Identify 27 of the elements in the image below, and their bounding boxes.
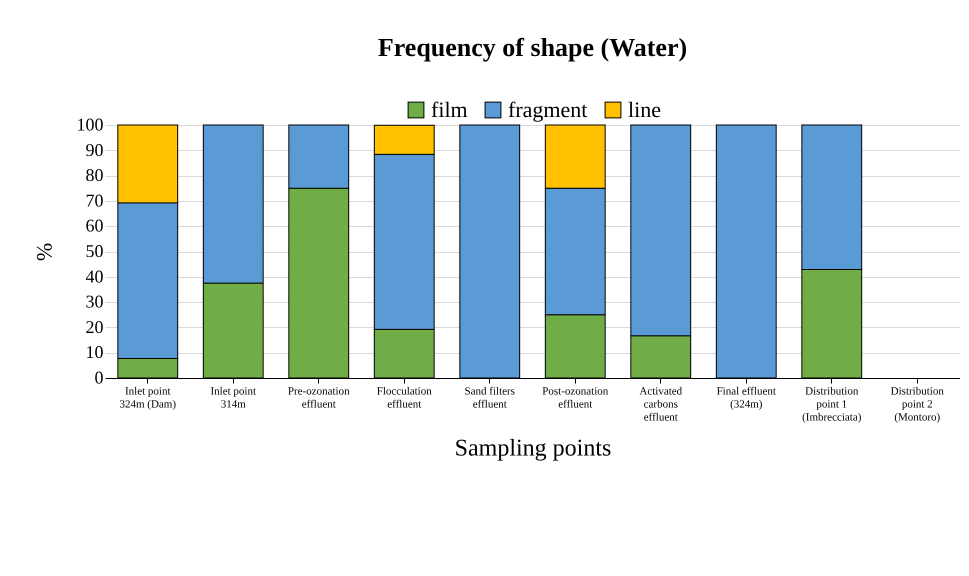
x-tick-label: Inlet point 314m (210, 386, 256, 410)
y-tick-label: 40 (86, 266, 104, 286)
y-tick-label: 90 (86, 140, 104, 160)
chart-title: Frequency of shape (Water) (378, 33, 688, 62)
x-tick-label: Flocculation effluent (376, 386, 432, 410)
x-tick-label: Distribution point 1 (Imbrecciata) (802, 386, 862, 424)
legend-label: fragment (508, 97, 588, 122)
y-tick-label: 0 (94, 368, 104, 388)
y-axis-title: % (32, 242, 56, 262)
x-tick-label: Post-ozonation effluent (542, 386, 609, 410)
x-tick-label: Activated carbons effluent (639, 386, 683, 424)
legend-label: line (628, 97, 661, 122)
x-tick-label: Distribution point 2 (Montoro) (890, 386, 944, 424)
x-tick-label: Sand filters effluent (464, 386, 515, 410)
x-tick-label: Pre-ozonation effluent (288, 386, 350, 410)
y-tick-label: 30 (86, 292, 104, 312)
legend-label: film (431, 97, 468, 122)
y-tick-label: 50 (86, 241, 104, 261)
y-tick-label: 60 (86, 216, 104, 236)
x-tick-label: Inlet point 324m (Dam) (119, 386, 176, 410)
y-tick-label: 100 (76, 114, 104, 134)
y-tick-label: 80 (86, 165, 104, 186)
y-tick-label: 10 (86, 342, 104, 362)
x-tick-label: Final effluent (324m) (716, 386, 776, 410)
y-tick-label: 70 (86, 190, 104, 210)
y-tick-label: 20 (86, 316, 104, 337)
x-axis-title: Sampling points (454, 436, 612, 462)
